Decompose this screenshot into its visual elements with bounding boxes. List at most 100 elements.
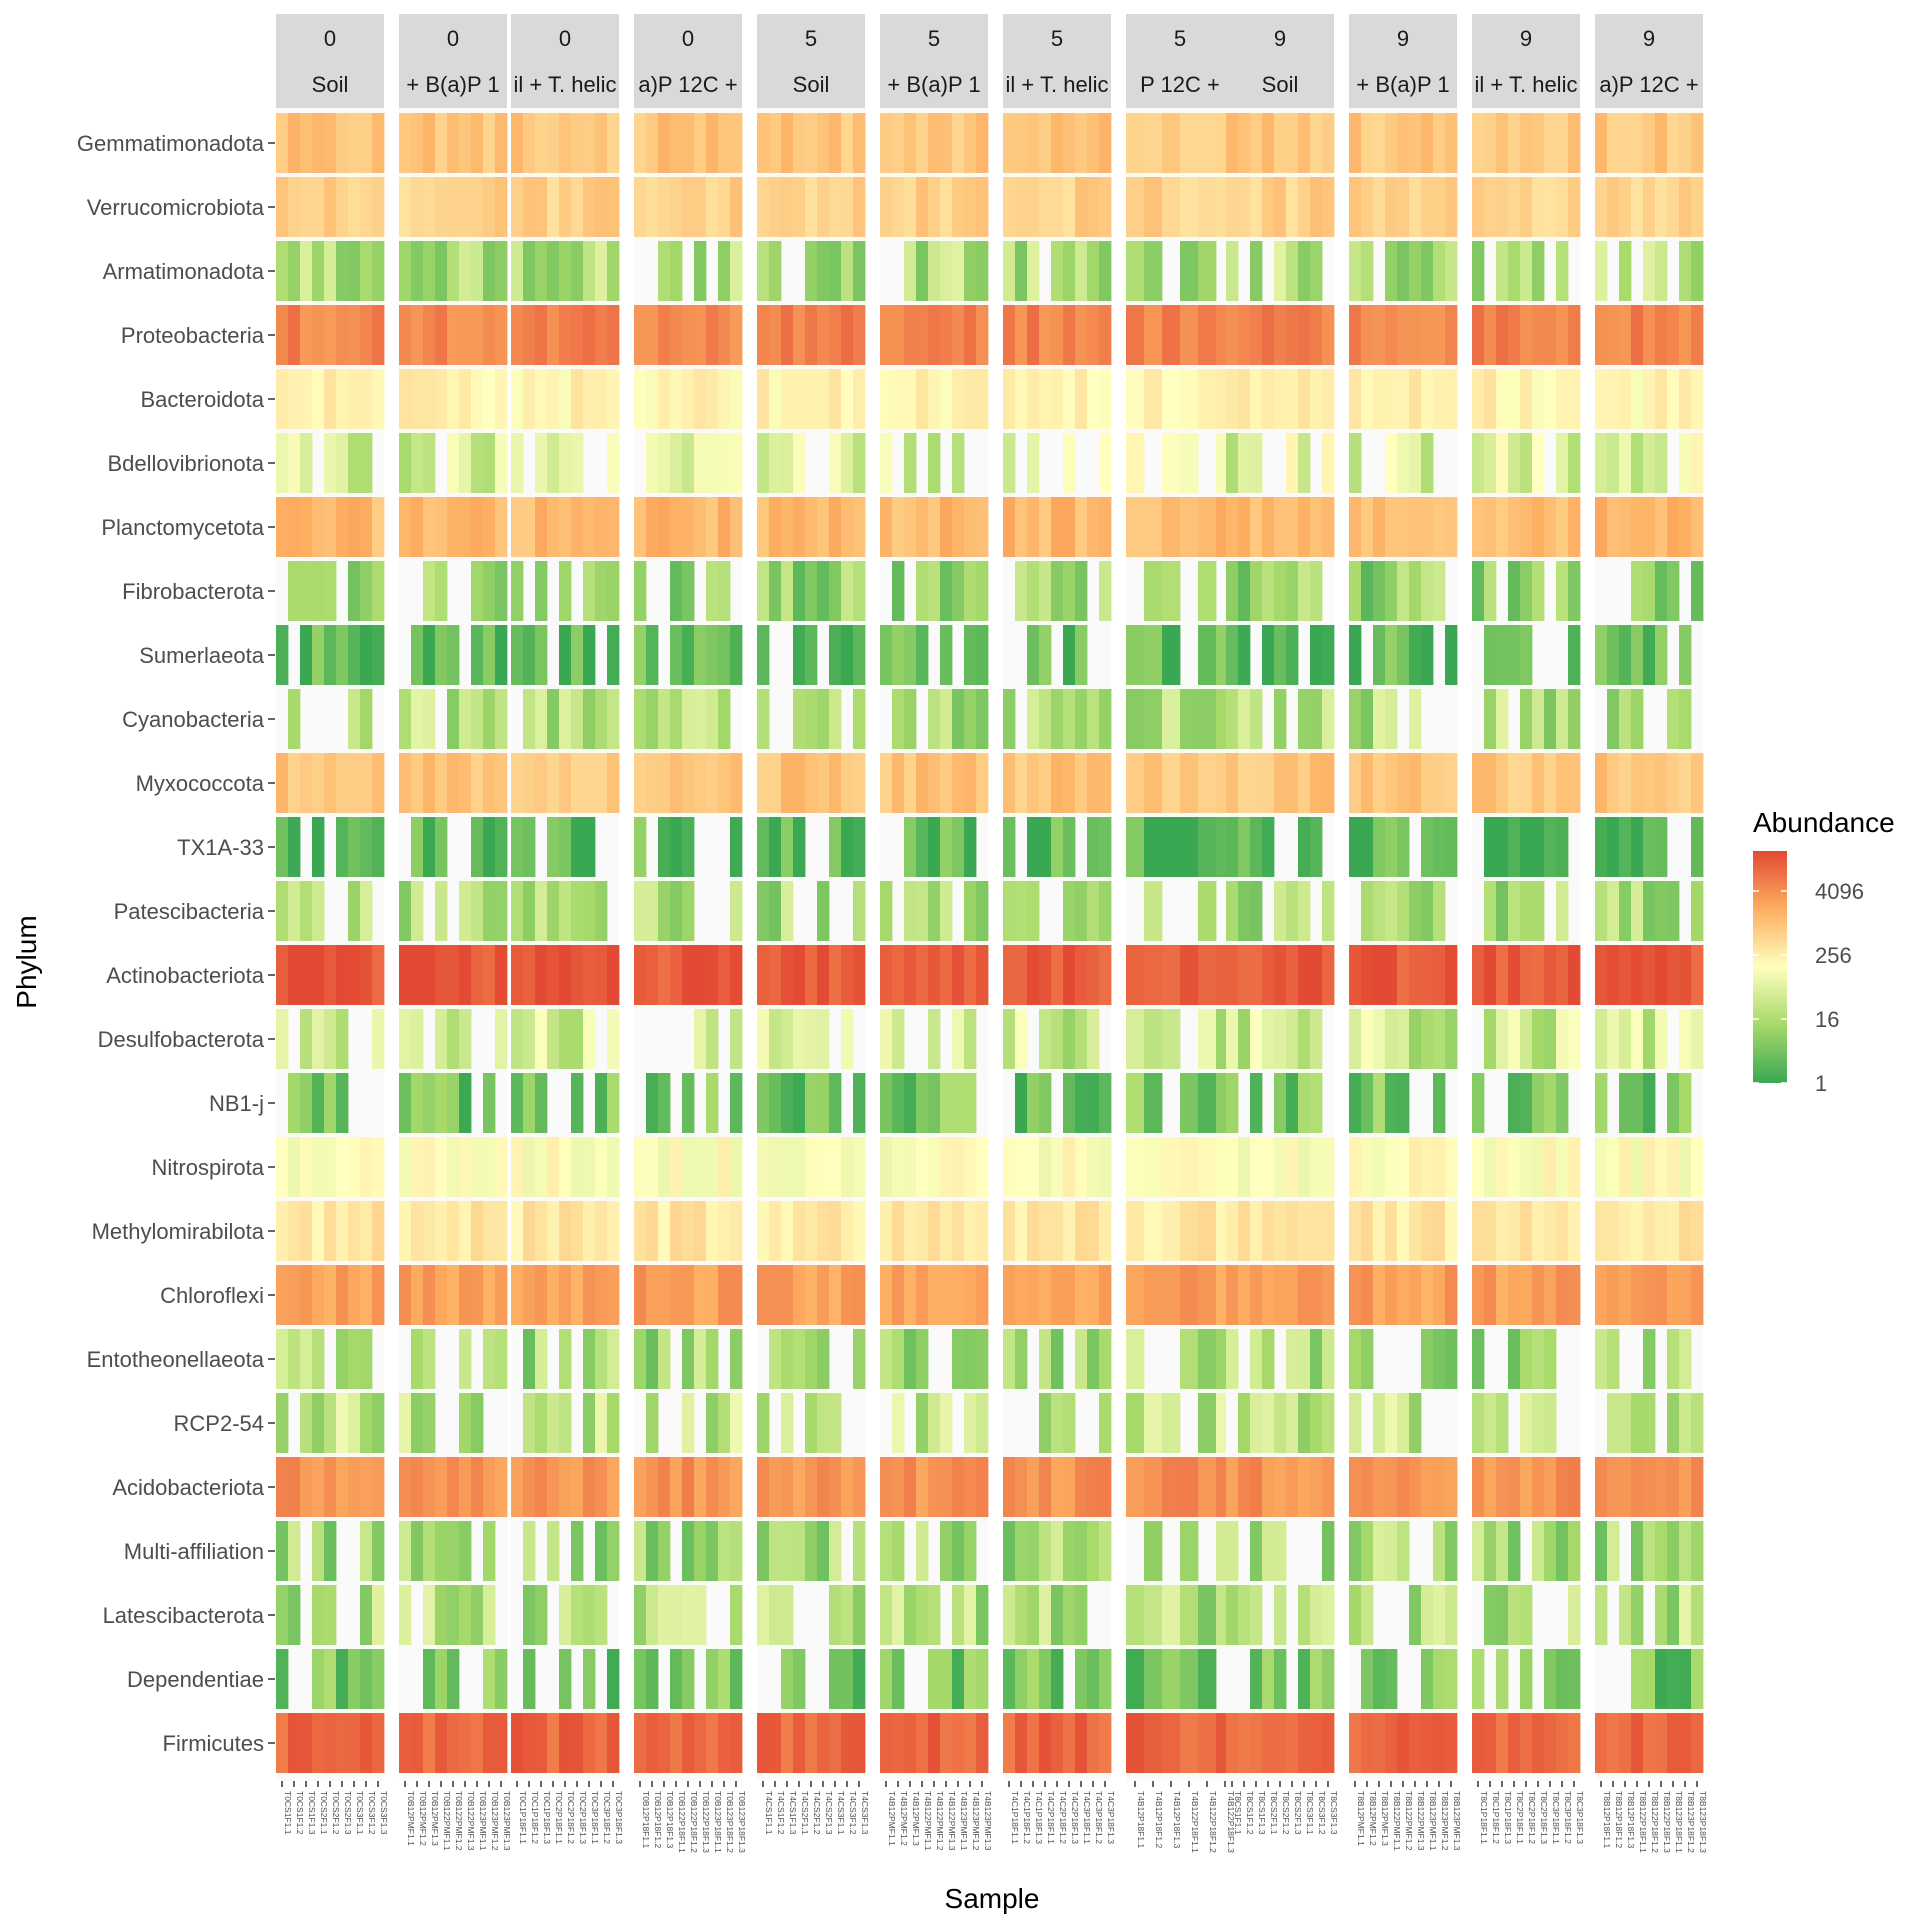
sample-label: T0C2P18F1.1 [554,1791,564,1844]
facet-time-label: 9 [1274,26,1286,51]
heatmap-cell [853,881,866,941]
heatmap-cell [1144,1265,1163,1325]
facet-strip [276,14,384,108]
heatmap-cell [1274,1713,1287,1773]
sample-label: T0B123P18F1.3 [737,1791,747,1853]
sample-label: T0B122P18F1.3 [701,1791,711,1853]
phylum-label: Bacteroidota [140,387,264,412]
heatmap-cell [276,945,289,1005]
heatmap-cell [535,241,548,301]
heatmap-cell [1496,113,1509,173]
heatmap-cell [964,1137,977,1197]
heatmap-cell [411,1457,424,1517]
heatmap-cell [1063,817,1076,877]
heatmap-cell [1496,1265,1509,1325]
heatmap-cell [1421,369,1434,429]
heatmap-cell [583,945,596,1005]
heatmap-cell [547,1009,560,1069]
heatmap-cell [459,1393,472,1453]
heatmap-cell [1286,369,1299,429]
heatmap-cell [360,305,373,365]
heatmap-cell [1595,753,1608,813]
heatmap-cell [324,1521,337,1581]
heatmap-cell [607,1713,620,1773]
heatmap-cell [964,1329,977,1389]
x-axis-title: Sample [945,1883,1040,1914]
sample-label: T4B122PMF1.3 [947,1791,957,1851]
heatmap-cell [1385,1009,1398,1069]
heatmap-cell [1619,1393,1632,1453]
heatmap-cell [1238,881,1251,941]
heatmap-cell [928,1137,941,1197]
heatmap-cell [1051,561,1064,621]
heatmap-cell [276,817,289,877]
heatmap-cell [1361,689,1374,749]
heatmap-cell [607,433,620,493]
heatmap-cell [682,1457,695,1517]
heatmap-cell [658,1265,671,1325]
heatmap-cell [535,1009,548,1069]
heatmap-cell [312,1329,325,1389]
heatmap-cell [1544,1649,1557,1709]
heatmap-cell [682,1393,695,1453]
heatmap-cell [880,1265,893,1325]
phylum-label: Entotheonellaeota [87,1347,265,1372]
heatmap-cell [1373,1713,1386,1773]
heatmap-cell [730,305,743,365]
heatmap-cell [324,1265,337,1325]
heatmap-cell [372,1521,385,1581]
sample-label: T4B12P18F1.1 [1136,1791,1146,1848]
heatmap-cell [880,305,893,365]
heatmap-cell [646,881,659,941]
heatmap-cell [880,1009,893,1069]
heatmap-cell [300,497,313,557]
heatmap-cell [646,369,659,429]
heatmap-cell [511,561,524,621]
heatmap-cell [634,1457,647,1517]
heatmap-cell [1472,1329,1485,1389]
heatmap-cell [372,817,385,877]
heatmap-cell [706,1713,719,1773]
heatmap-cell [483,1649,496,1709]
heatmap-cell [892,1137,905,1197]
heatmap-cell [547,945,560,1005]
heatmap-cell [1655,881,1668,941]
heatmap-cell [595,305,608,365]
heatmap-cell [1607,1009,1620,1069]
heatmap-cell [595,689,608,749]
heatmap-cell [1250,1201,1263,1261]
heatmap-cell [1180,497,1199,557]
heatmap-cell [1322,1329,1335,1389]
heatmap-cell [1015,1073,1028,1133]
heatmap-cell [1631,1649,1644,1709]
heatmap-cell [1691,1137,1704,1197]
heatmap-cell [1099,1649,1112,1709]
heatmap-cell [1015,881,1028,941]
heatmap-cell [288,1713,301,1773]
heatmap-cell [1484,433,1497,493]
heatmap-cell [1643,1457,1656,1517]
heatmap-cell [904,497,917,557]
heatmap-cell [423,433,436,493]
heatmap-cell [1322,1137,1335,1197]
heatmap-cell [682,1649,695,1709]
heatmap-cell [952,753,965,813]
heatmap-cell [829,1649,842,1709]
sample-label: T4CS1F1.3 [788,1791,798,1835]
heatmap-cell [646,1393,659,1453]
heatmap-cell [1679,753,1692,813]
heatmap-cell [1520,1393,1533,1453]
heatmap-cell [1087,1457,1100,1517]
heatmap-cell [495,625,508,685]
heatmap-cell [1607,945,1620,1005]
heatmap-cell [523,1649,536,1709]
heatmap-cell [1238,945,1251,1005]
heatmap-cell [1298,1585,1311,1645]
heatmap-cell [817,561,830,621]
heatmap-cell [1679,1649,1692,1709]
heatmap-cell [829,945,842,1005]
heatmap-cell [423,1265,436,1325]
heatmap-cell [1063,1585,1076,1645]
heatmap-cell [634,497,647,557]
